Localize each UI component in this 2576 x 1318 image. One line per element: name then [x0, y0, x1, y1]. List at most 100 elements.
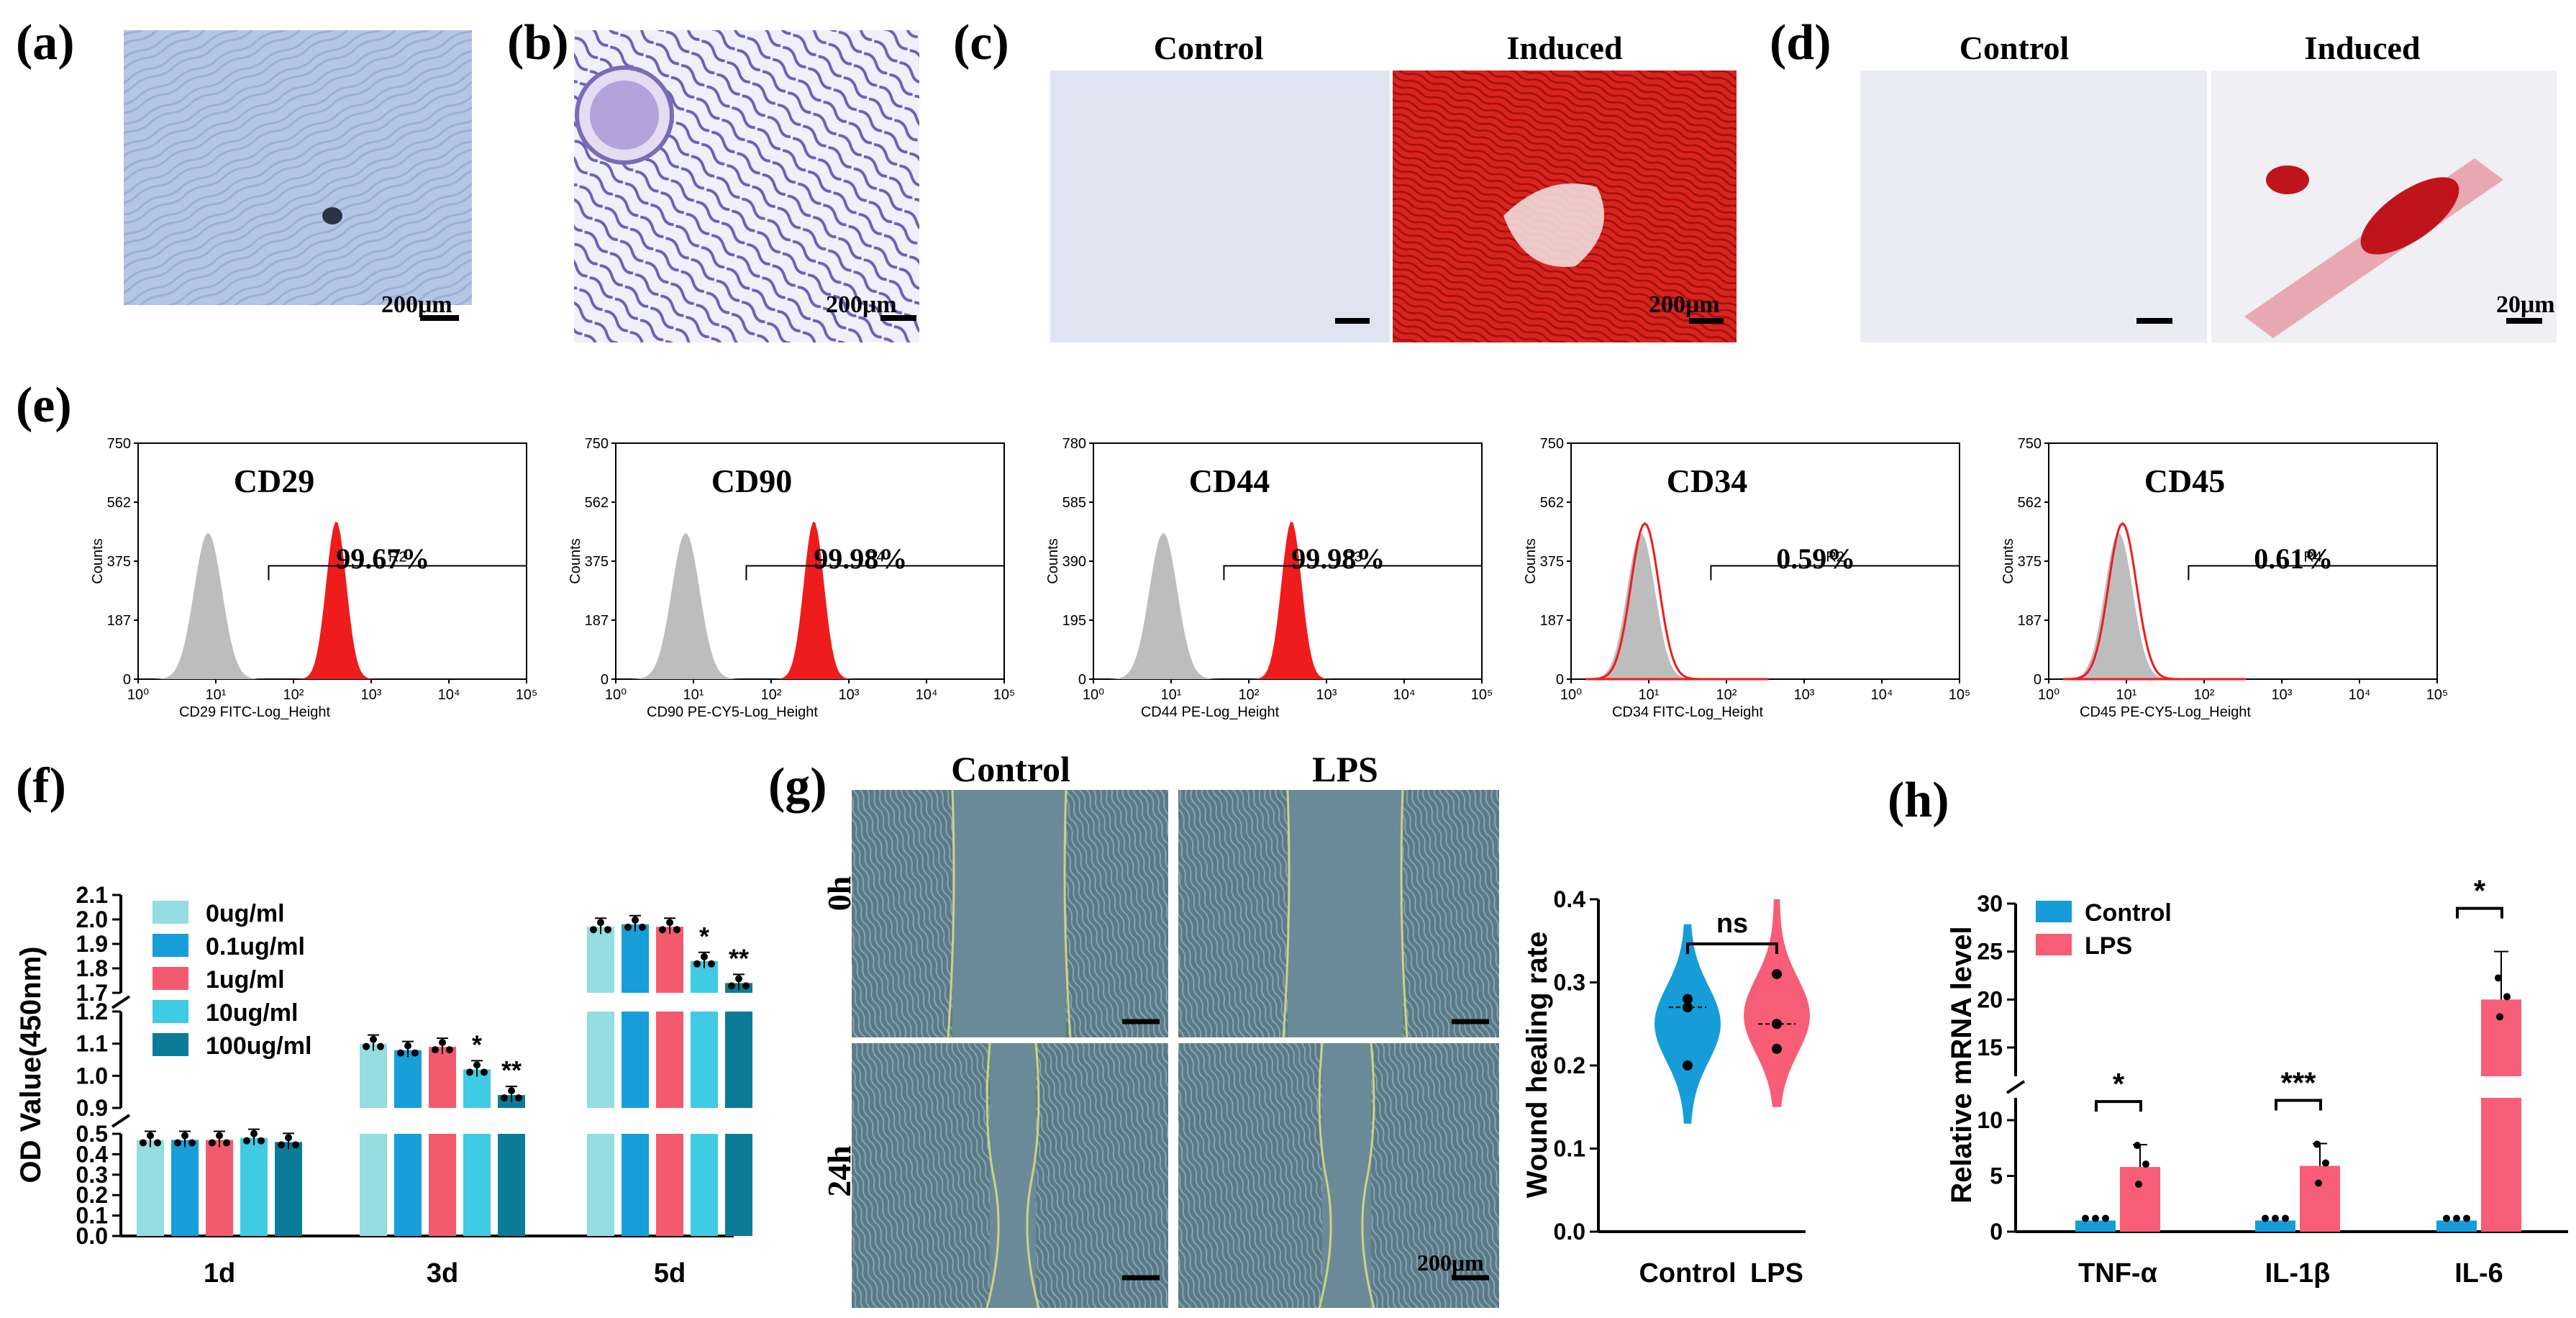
- flow-x-axis-label: CD29 FITC-Log_Height: [179, 704, 331, 720]
- flow-y-tick-label: 375: [107, 554, 131, 570]
- data-point: [2443, 1214, 2450, 1222]
- flow-y-tick-label: 0: [1556, 672, 1564, 688]
- flow-y-tick-label: 0: [601, 672, 609, 688]
- y-tick-label: 25: [1977, 939, 2003, 965]
- bar: [2481, 1098, 2521, 1232]
- bar: [587, 1012, 614, 1108]
- marker-histogram-outline: [2063, 522, 2247, 681]
- legend-label: LPS: [2085, 932, 2132, 960]
- significance-bracket: [2095, 1100, 2142, 1112]
- x-category-label: Control: [1639, 1258, 1736, 1289]
- wound-healing-micrographs: [852, 789, 1499, 1309]
- axis-break-mark: [111, 1114, 131, 1128]
- marker-histogram-outline: [1585, 522, 1769, 681]
- data-point: [1772, 968, 1782, 979]
- flow-x-tick-label: 10⁰: [1560, 687, 1582, 703]
- y-tick-label: 0.1: [76, 1203, 108, 1229]
- flow-y-tick-label: 562: [585, 495, 609, 511]
- flow-x-tick-label: 10⁵: [1949, 687, 1971, 703]
- significance-mark: **: [729, 943, 749, 973]
- violin-body: [1655, 924, 1721, 1124]
- data-point: [363, 1042, 370, 1050]
- data-point: [2092, 1214, 2099, 1222]
- flow-x-tick-label: 10²: [761, 687, 782, 703]
- data-point: [2272, 1214, 2279, 1222]
- panel-f-label: (f): [16, 758, 66, 814]
- y-tick-label: 5: [1990, 1163, 2003, 1189]
- bar: [2436, 1220, 2477, 1232]
- significance-mark: **: [501, 1055, 522, 1085]
- data-point: [174, 1139, 181, 1147]
- flow-x-tick-label: 10¹: [2116, 687, 2137, 703]
- panel-g-row-0h: 0h: [821, 876, 857, 912]
- y-tick-label: 10: [1977, 1107, 2003, 1133]
- flow-x-tick-label: 10²: [1239, 687, 1260, 703]
- bar: [691, 1012, 718, 1108]
- flow-histograms: 0 187 375 562 750 Counts 10⁰ 10¹ 10² 10³ 10⁴ 10⁵ CD2…: [90, 436, 2448, 720]
- flow-x-tick-label: 10⁴: [2349, 687, 2371, 703]
- y-tick-label: 0.3: [76, 1162, 108, 1188]
- data-point: [209, 1139, 216, 1147]
- data-point: [258, 1137, 265, 1145]
- violin-body: [1744, 899, 1810, 1107]
- bar: [275, 1142, 302, 1236]
- bar: [394, 1050, 422, 1108]
- x-category-label: IL-1β: [2265, 1258, 2331, 1289]
- bar: [240, 1137, 268, 1236]
- data-point: [446, 1046, 453, 1054]
- bar: [463, 1134, 491, 1236]
- data-point: [154, 1139, 161, 1147]
- flow-y-tick-label: 750: [1540, 436, 1564, 452]
- significance-mark: *: [2474, 874, 2486, 908]
- flow-x-axis-label: CD90 PE-CY5-Log_Height: [647, 704, 818, 720]
- data-point: [2495, 974, 2502, 982]
- flow-y-tick-label: 187: [1540, 613, 1564, 629]
- y-tick-label: 1.0: [76, 1063, 108, 1089]
- legend-label: 1ug/ml: [206, 966, 285, 994]
- flow-y-tick-label: 0: [1078, 672, 1086, 688]
- y-tick-label: 0.1: [1554, 1136, 1585, 1162]
- flow-x-tick-label: 10⁰: [1083, 687, 1104, 703]
- x-category-label: IL-6: [2454, 1258, 2503, 1289]
- y-tick-label: 1.7: [76, 980, 108, 1006]
- legend-swatch: [153, 934, 188, 957]
- flow-x-tick-label: 10⁴: [1871, 687, 1893, 703]
- flow-y-tick-label: 780: [1062, 436, 1086, 452]
- y-tick-label: 0.5: [76, 1121, 108, 1147]
- data-point: [2313, 1140, 2321, 1148]
- data-point: [481, 1068, 488, 1076]
- data-point: [432, 1046, 439, 1054]
- flow-y-axis-label: Counts: [2001, 538, 2016, 583]
- flow-x-tick-label: 10³: [2272, 687, 2293, 703]
- isotype-histogram: [153, 532, 331, 679]
- flow-y-tick-label: 0: [2034, 672, 2042, 688]
- bar: [429, 1047, 456, 1108]
- data-point: [1772, 1043, 1782, 1054]
- data-point: [223, 1139, 230, 1147]
- panel-b-micrograph: [574, 30, 919, 342]
- legend-label: Control: [2085, 899, 2172, 927]
- gate-line: [745, 565, 1004, 581]
- data-point: [742, 982, 750, 990]
- flow-x-tick-label: 10¹: [683, 687, 704, 703]
- legend-swatch: [2036, 901, 2072, 922]
- data-point: [693, 960, 701, 968]
- data-point: [2135, 1181, 2142, 1189]
- flow-y-tick-label: 0: [123, 672, 131, 688]
- significance-mark: *: [2113, 1067, 2125, 1101]
- y-tick-label: 1.9: [76, 931, 108, 957]
- bar: [656, 1012, 683, 1108]
- y-tick-label: 0: [1990, 1219, 2003, 1245]
- data-point: [2134, 1142, 2141, 1150]
- y-tick-label: 0.4: [1554, 886, 1586, 912]
- y-tick-label: 2.0: [76, 906, 108, 932]
- bar: [2481, 999, 2521, 1076]
- data-point: [181, 1132, 188, 1140]
- legend-swatch: [153, 1000, 188, 1023]
- bar: [587, 927, 614, 993]
- data-point: [250, 1130, 258, 1137]
- flow-x-tick-label: 10⁴: [916, 687, 938, 703]
- y-axis-title: Wound healing rate: [1521, 932, 1553, 1198]
- flow-x-tick-label: 10⁴: [438, 687, 460, 703]
